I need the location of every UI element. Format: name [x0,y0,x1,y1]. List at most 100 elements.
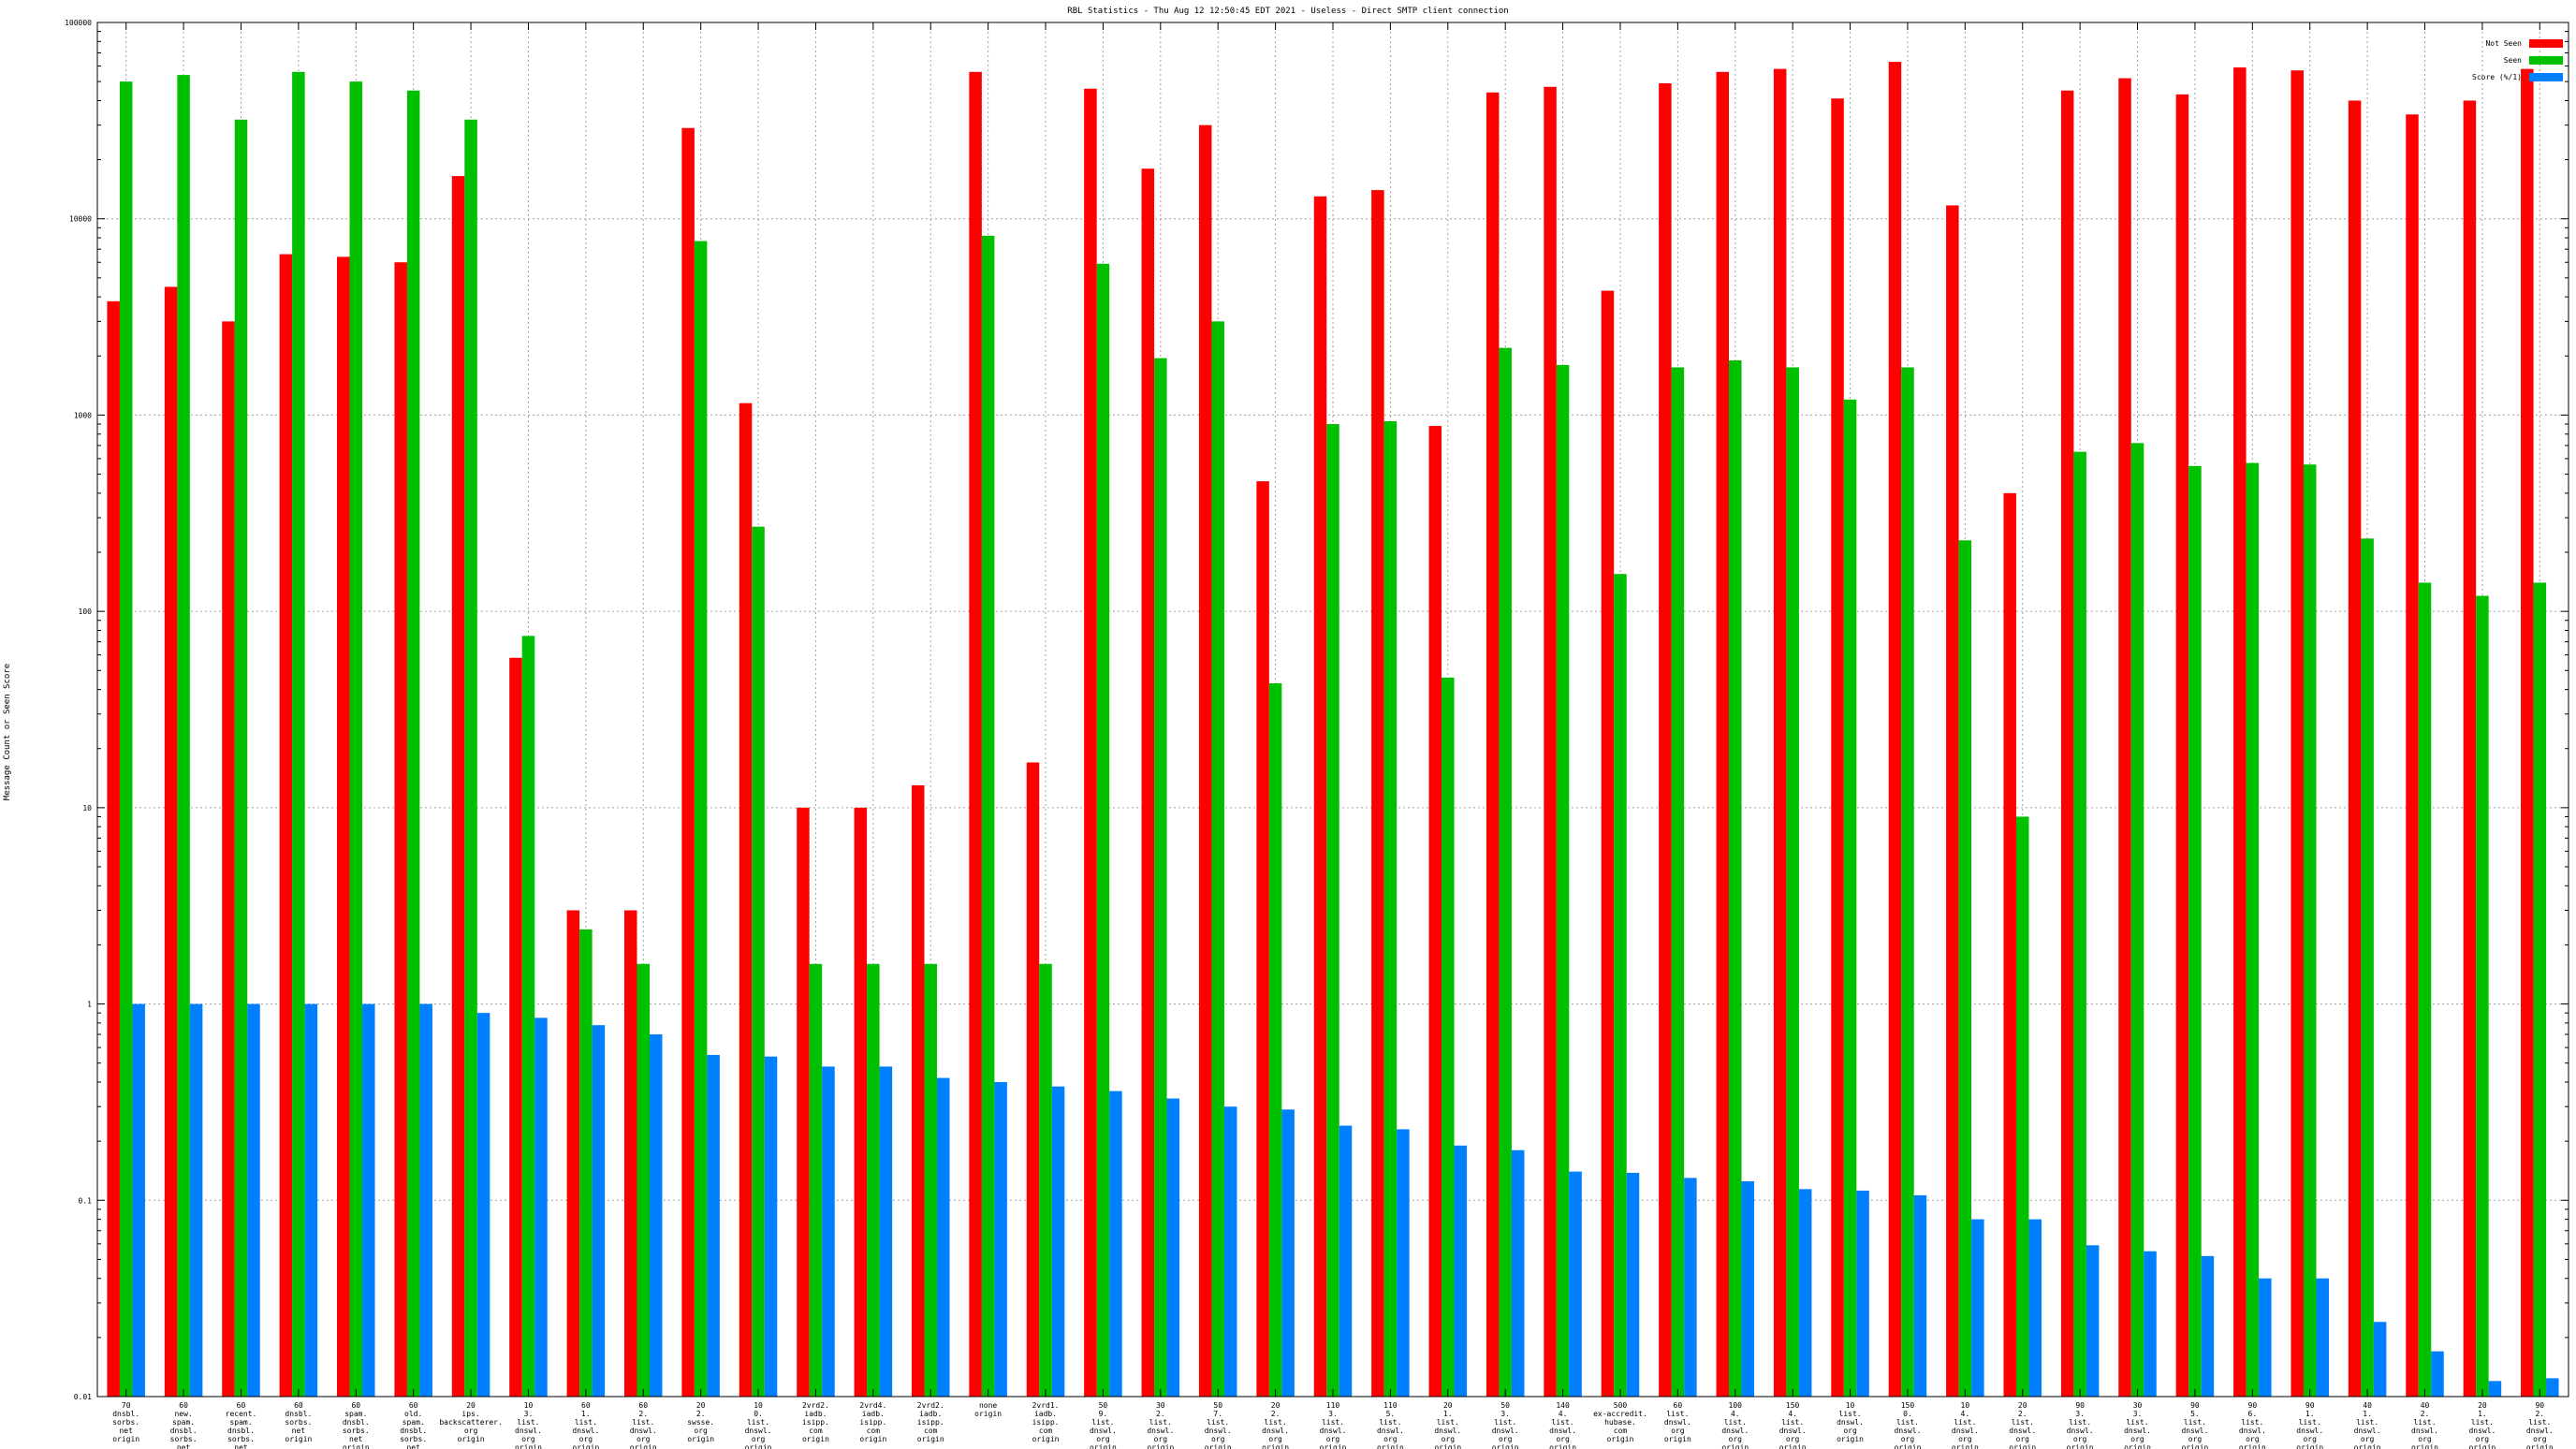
x-category-label-line: list. [2528,1418,2551,1427]
x-category-label-line: 4. [1788,1410,1797,1418]
bar-score-1 [1281,1109,1295,1397]
x-category-label-line: org [521,1435,535,1443]
bar-not-seen [1256,481,1269,1397]
x-category-label-line: dnsbl. [400,1427,427,1435]
x-category-label: 50 3. list. dnswl. org origin [1492,1401,1519,1449]
bar-not-seen [623,910,637,1397]
x-category-label-line: isipp. [859,1418,886,1427]
bar-not-seen [911,784,925,1397]
y-axis-label: Message Count or Seen Score [3,664,12,800]
x-category-label-line: 0. [754,1410,763,1418]
x-category-label-line: origin [1607,1435,1634,1443]
x-category-label-line: 4. [1961,1410,1970,1418]
legend-swatch [2529,39,2563,48]
x-category-label-line: 50 [1500,1401,1510,1410]
bar-not-seen [681,127,695,1398]
x-category-label-line: dnswl. [1492,1427,1519,1435]
x-category-label-line: 40 [2363,1401,2372,1410]
bar-score-1 [419,1003,432,1397]
x-category-label-line: origin [1952,1443,1979,1449]
bar-not-seen [1946,205,1959,1397]
x-category-label-line: org [579,1435,593,1443]
x-category-label-line: origin [1549,1443,1576,1449]
x-category-label-line: 3. [2133,1410,2143,1418]
x-category-label-line: 30 [1156,1401,1165,1410]
x-category-label-line: 60 [237,1401,246,1410]
x-category-label-line: origin [2526,1443,2554,1449]
x-category-label-line: 3. [524,1410,534,1418]
x-category-label-line: list. [1379,1418,1401,1427]
bar-seen [1843,399,1857,1397]
x-category-label-line: origin [458,1435,485,1443]
x-category-label-line: 60 [409,1401,418,1410]
bar-seen [2188,465,2202,1397]
x-category-label-line: old. [404,1410,422,1418]
bar-not-seen [279,254,293,1398]
bar-seen [234,119,248,1398]
x-category-label-line: 40 [2421,1401,2430,1410]
bar-score-1 [650,1034,663,1397]
x-category-label-line: org [2246,1435,2260,1443]
x-category-label-line: list. [1724,1418,1747,1427]
bar-not-seen [1716,71,1730,1397]
bar-not-seen [1773,68,1787,1397]
bar-not-seen [1198,124,1212,1397]
bar-not-seen [2521,68,2534,1397]
x-category-label-line: 3. [2075,1410,2085,1418]
x-category-label: 90 1. list. dnswl. org origin [2296,1401,2323,1449]
x-category-label: 60 1. list. dnswl. org origin [572,1401,599,1449]
x-category-label-line: org [1326,1435,1340,1443]
x-category-label: 60 list. dnswl. org origin [1664,1401,1691,1443]
bar-seen [1442,677,1455,1397]
bar-not-seen [1428,426,1442,1398]
bar-not-seen [797,807,810,1397]
bar-seen [2418,582,2432,1397]
x-category-label-line: spam. [172,1418,195,1427]
bar-score-1 [2086,1245,2100,1397]
x-category-label: 90 5. list. dnswl. org origin [2181,1401,2208,1449]
bar-seen [1901,367,1914,1398]
x-category-label-line: com [809,1427,823,1435]
bar-score-1 [1913,1194,1927,1397]
x-category-label-line: 100 [1729,1401,1743,1410]
x-category-label-line: 2. [1271,1410,1281,1418]
x-category-label-line: list. [1954,1418,1976,1427]
x-category-label: 10 3. list. dnswl. org origin [515,1401,542,1449]
x-category-label-line: org [1556,1435,1570,1443]
x-category-label-line: list. [1091,1418,1114,1427]
bar-not-seen [164,286,178,1398]
x-category-label-line: 150 [1786,1401,1800,1410]
x-category-label-line: dnswl. [1147,1427,1174,1435]
x-category-label-line: org [2016,1435,2030,1443]
x-category-label-line: list. [1494,1418,1516,1427]
bar-seen [981,235,995,1397]
x-category-label-line: 2. [1156,1410,1165,1418]
x-category-label-line: 20 [2018,1401,2027,1410]
x-category-label-line: list. [1322,1418,1344,1427]
x-category-label-line: origin [112,1435,139,1443]
bar-not-seen [739,402,753,1398]
x-category-label-line: 2. [2535,1410,2544,1418]
x-category-label-line: 5. [1386,1410,1396,1418]
chart-title: RBL Statistics - Thu Aug 12 12:50:45 EDT… [1067,7,1508,16]
x-category-label-line: list. [632,1418,654,1427]
bar-score-1 [1971,1219,1984,1397]
bar-seen [1958,540,1972,1397]
bar-not-seen [451,176,465,1398]
x-category-label-line: origin [1147,1443,1174,1449]
x-category-label-line: 50 [1213,1401,1222,1410]
legend: Not Seen Seen Score (%/1) [2472,39,2563,81]
x-category-label-line: 1. [581,1410,591,1418]
x-category-label-line: org [2073,1435,2087,1443]
x-category-label: 90 2. list. dnswl. org origin [2526,1401,2554,1449]
x-category-label-line: com [867,1427,881,1435]
x-category-label-line: dnswl. [572,1427,599,1435]
bar-seen [1154,358,1167,1398]
x-category-label-line: origin [630,1443,657,1449]
x-category-label-line: 60 [638,1401,648,1410]
x-category-label: 90 3. list. dnswl. org origin [2067,1401,2094,1449]
bar-seen [752,526,765,1397]
x-category-label-line: spam. [229,1418,252,1427]
bar-not-seen [222,321,235,1398]
x-category-label-line: origin [1320,1443,1347,1449]
